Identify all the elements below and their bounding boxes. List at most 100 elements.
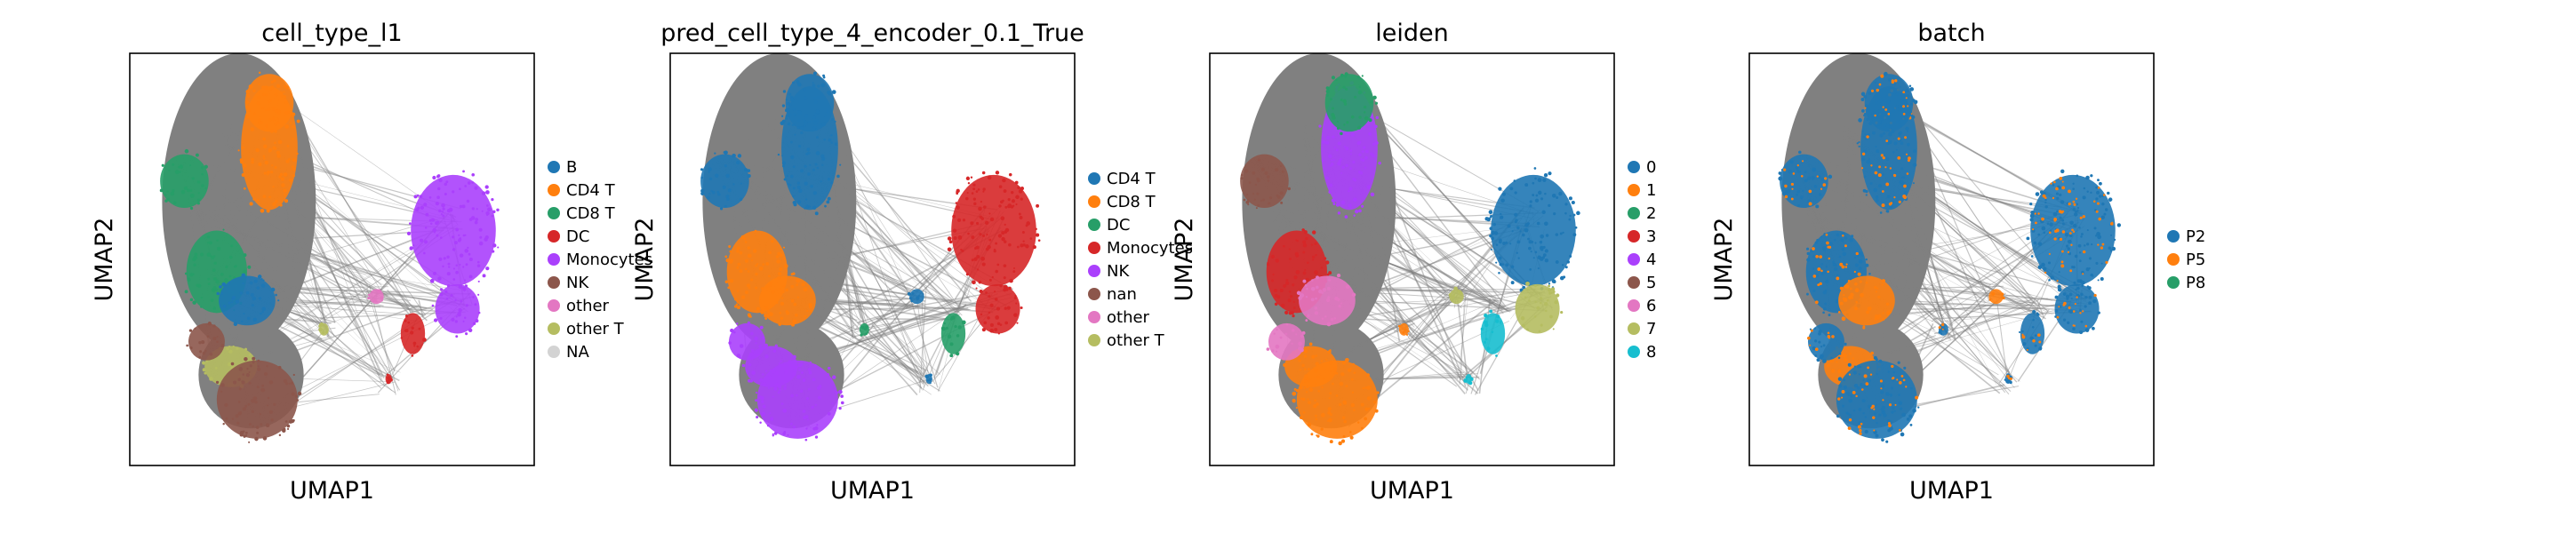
cluster-left: [159, 148, 209, 211]
legend-item: nan: [1088, 285, 1137, 304]
cluster-left: [1778, 150, 1833, 209]
legend-label: 6: [1646, 297, 1656, 315]
legend-item: P8: [2167, 274, 2205, 292]
legend-item: NK: [1088, 262, 1130, 281]
legend-item: other T: [548, 320, 625, 338]
legend-label: DC: [566, 227, 589, 246]
legend-label: Monocytes: [566, 251, 652, 269]
legend-label: nan: [1107, 285, 1137, 304]
legend-label: 2: [1646, 204, 1656, 223]
legend-marker: [1088, 242, 1100, 254]
legend-label: NK: [566, 274, 589, 292]
cluster-tiny: [1938, 322, 1948, 336]
legend-item: Monocytes: [548, 251, 652, 269]
plot-area: [700, 53, 1041, 442]
cluster-smallpk: [728, 321, 768, 361]
legend: P2 P5 P8: [2167, 227, 2205, 292]
cluster-midlow: [1838, 272, 1895, 330]
axes-frame: [1209, 52, 1615, 466]
legend-marker: [1628, 184, 1640, 196]
cluster-bottom: [215, 356, 302, 443]
cluster-topcore: [1860, 71, 1918, 135]
legend-marker: [1628, 322, 1640, 335]
legend-item: other T: [1088, 331, 1165, 350]
axes-frame: [669, 52, 1076, 466]
y-axis-label: UMAP2: [91, 218, 118, 302]
x-axis-label: UMAP1: [1370, 477, 1454, 505]
legend-label: Monocytes: [1107, 239, 1193, 258]
legend-label: P8: [2186, 274, 2205, 292]
legend-item: other: [548, 297, 610, 315]
x-axis-label: UMAP1: [1909, 477, 1994, 505]
legend-label: 8: [1646, 343, 1656, 362]
cluster-midlow: [1296, 273, 1356, 327]
cluster-rightlow: [1515, 281, 1564, 334]
cluster-rightlow: [431, 283, 481, 338]
legend-label: NK: [1107, 262, 1130, 281]
legend-item: NA: [548, 343, 589, 362]
cluster-smallpk: [1266, 322, 1306, 361]
y-axis-label: UMAP2: [1171, 218, 1198, 302]
legend-item: 1: [1628, 181, 1656, 200]
cluster-farlow: [385, 373, 393, 385]
legend-marker: [1628, 207, 1640, 219]
cluster-tiny: [859, 322, 869, 337]
axes-frame: [129, 52, 535, 466]
cluster-tiny: [318, 322, 329, 336]
cluster-farlow: [2004, 373, 2013, 385]
legend-label: other: [1107, 308, 1150, 327]
legend-marker: [548, 161, 560, 173]
legend-item: 7: [1628, 320, 1656, 338]
legend-marker: [1088, 219, 1100, 231]
legend-marker: [1088, 334, 1100, 346]
panel-title: leiden: [1375, 20, 1448, 47]
legend-marker: [548, 230, 560, 243]
legend: CD4 T CD8 T DC Monocytes NK nan other other T: [1088, 170, 1193, 350]
legend-label: other T: [1107, 331, 1165, 350]
legend-item: DC: [1088, 216, 1130, 235]
legend-marker: [548, 207, 560, 219]
cluster-farlow: [1463, 373, 1474, 386]
cluster-rightlow: [2054, 280, 2100, 335]
legend-marker: [1088, 311, 1100, 323]
cluster-right: [1484, 167, 1580, 292]
cluster-smallpk: [186, 322, 225, 361]
legend-item: NK: [548, 274, 589, 292]
cluster-topcore: [781, 71, 836, 135]
legend-item: other: [1088, 308, 1150, 327]
legend-marker: [2167, 253, 2180, 266]
legend-marker: [2167, 276, 2180, 289]
cluster-right: [947, 171, 1041, 293]
legend-item: P2: [2167, 227, 2205, 246]
legend-item: 4: [1628, 251, 1656, 269]
legend-label: 1: [1646, 181, 1656, 200]
legend-marker: [1088, 288, 1100, 300]
cluster-rightpink: [1988, 289, 2005, 305]
cluster-rstreak: [400, 313, 427, 357]
cluster-bottom: [1292, 357, 1380, 446]
legend-item: CD8 T: [548, 204, 616, 223]
legend-label: B: [566, 158, 577, 177]
legend-item: 3: [1628, 227, 1656, 246]
legend-marker: [1628, 276, 1640, 289]
legend-item: Monocytes: [1088, 239, 1193, 258]
legend-item: CD8 T: [1088, 193, 1156, 211]
cluster-farlow: [924, 373, 932, 385]
plot-area: [159, 53, 500, 443]
legend-label: other: [566, 297, 610, 315]
legend-label: CD8 T: [566, 204, 616, 223]
legend-label: CD8 T: [1107, 193, 1156, 211]
cluster-right: [406, 170, 500, 294]
cluster-left: [700, 150, 751, 211]
axes-frame: [1748, 52, 2155, 466]
plot-area: [1778, 53, 2122, 443]
legend: 0 1 2 3 4 5 6 7 8: [1628, 158, 1656, 362]
legend-label: P2: [2186, 227, 2205, 246]
legend-marker: [1628, 161, 1640, 173]
legend-label: P5: [2186, 251, 2205, 269]
panel-1: cell_type_l1 UMAP1 UMAP2 B CD4 T CD8 T DC Monoc…: [91, 20, 652, 505]
legend-item: B: [548, 158, 577, 177]
cluster-midlow: [216, 273, 280, 327]
cluster-rightpink: [367, 289, 384, 305]
legend-item: CD4 T: [1088, 170, 1156, 188]
